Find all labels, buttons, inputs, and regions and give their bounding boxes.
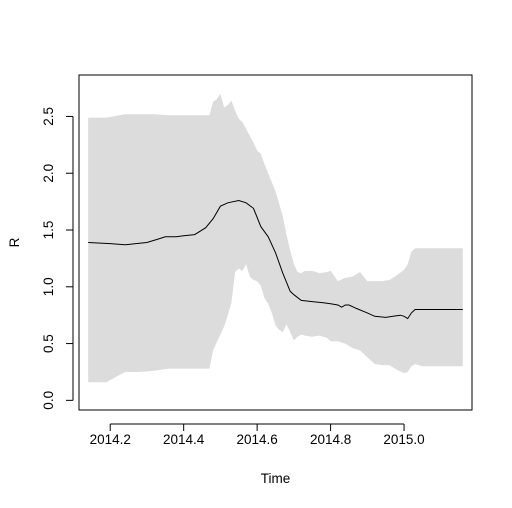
confidence-band [88,93,463,383]
x-axis: 2014.2 2014.4 2014.6 2014.8 2015.0 [90,423,425,447]
y-axis-label: R [7,237,22,247]
estimate-line [88,199,463,320]
y-tick-label: 2.5 [41,107,56,126]
confidence-band-layer [88,93,463,383]
x-tick-label: 2014.4 [163,432,205,447]
estimate-line-layer [88,199,463,320]
y-tick-label: 0.0 [41,391,56,410]
y-tick-label: 1.5 [41,221,56,240]
x-tick-label: 2014.2 [90,432,131,447]
y-tick-label: 1.0 [41,277,56,296]
x-axis-label: Time [261,471,291,486]
x-tick-label: 2014.8 [310,432,351,447]
plot-frame [78,74,473,411]
y-axis: 0.0 0.5 1.0 1.5 2.0 2.5 [41,107,74,410]
y-tick-label: 0.5 [41,334,56,353]
y-tick-label: 2.0 [41,164,56,183]
x-tick-label: 2014.6 [236,432,277,447]
x-tick-label: 2015.0 [383,432,424,447]
